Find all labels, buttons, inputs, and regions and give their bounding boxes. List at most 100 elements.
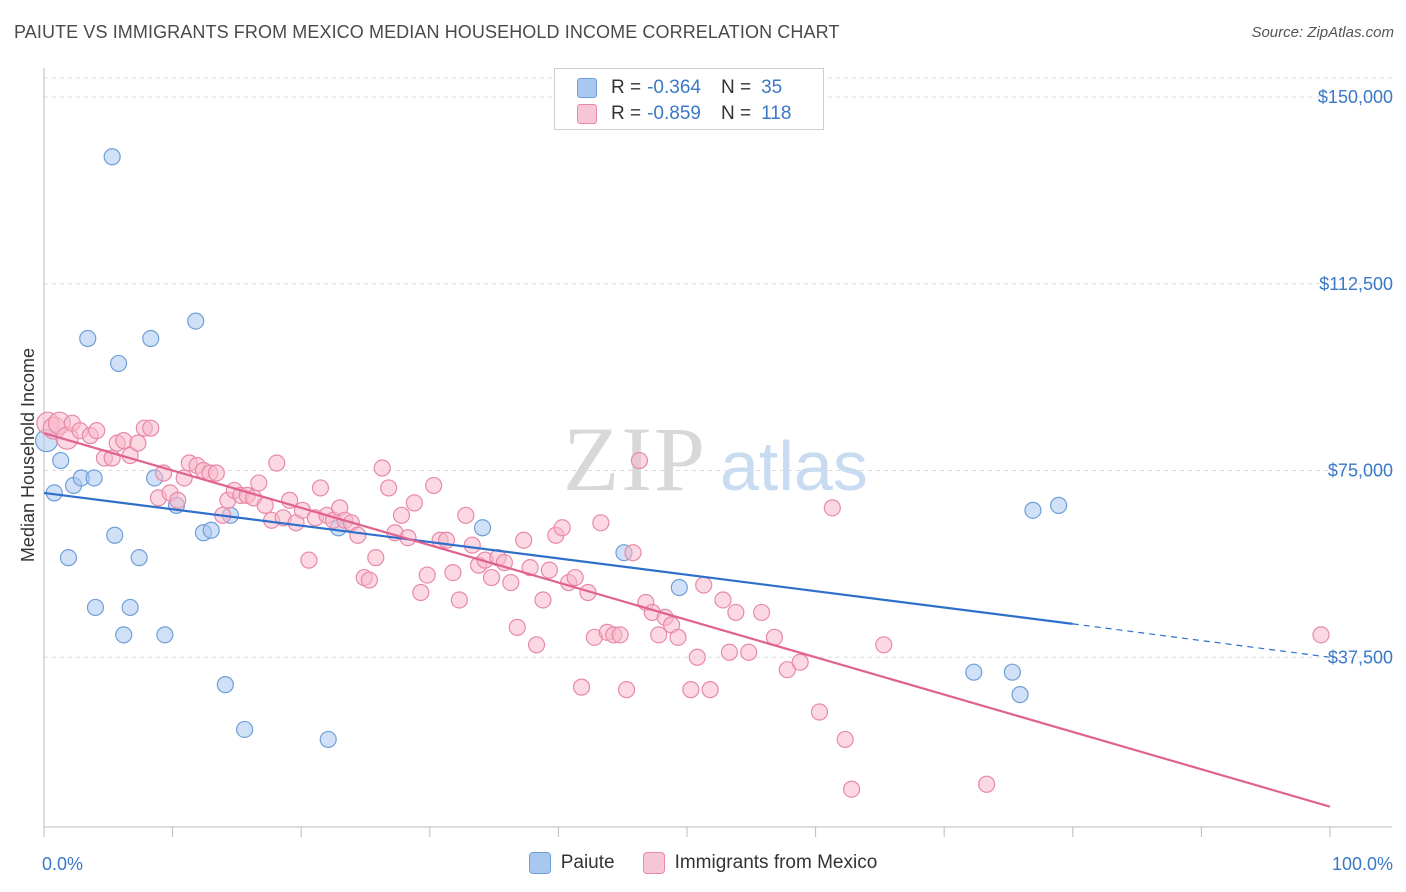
point-mexico	[650, 626, 668, 644]
grid-lines	[44, 77, 1392, 658]
trend-line-paiute	[43, 491, 1073, 625]
point-mexico	[373, 459, 391, 477]
point-paiute	[670, 578, 688, 597]
legend-r-value: -0.364	[647, 77, 701, 98]
source-label: Source: ZipAtlas.com	[1251, 24, 1394, 41]
point-mexico	[367, 549, 385, 567]
point-mexico	[207, 464, 225, 482]
axis-labels: $37,500 $75,000 $112,500 $150,000 0.0% 100.0%…	[18, 87, 1393, 874]
legend-row-mexico: R = -0.859 N = 118	[577, 103, 791, 125]
point-mexico	[617, 681, 636, 699]
point-mexico	[444, 563, 462, 582]
point-paiute	[130, 549, 148, 567]
legend-swatch-paiute	[528, 852, 551, 874]
point-mexico	[714, 591, 732, 609]
point-mexico	[778, 661, 796, 679]
point-paiute	[1011, 685, 1029, 704]
legend-label-paiute: Paiute	[560, 852, 615, 873]
point-mexico	[566, 568, 584, 587]
x-tick-label: 100.0%	[1332, 854, 1393, 874]
legend-swatch-mexico	[642, 852, 665, 874]
point-mexico	[412, 583, 430, 602]
point-mexico	[380, 479, 398, 497]
legend-row-paiute: R = -0.364 N = 35	[577, 77, 782, 99]
watermark: ZIP atlas	[563, 408, 868, 510]
point-paiute	[59, 549, 78, 567]
trend-lines	[43, 432, 1331, 808]
point-mexico	[875, 636, 893, 654]
point-paiute	[1050, 496, 1068, 514]
legend-r-value: -0.859	[647, 103, 701, 124]
point-mexico	[250, 474, 268, 492]
point-paiute	[52, 451, 70, 470]
point-mexico	[572, 678, 591, 696]
point-mexico	[553, 519, 571, 537]
point-paiute	[109, 354, 128, 373]
point-mexico	[508, 618, 526, 636]
point-mexico	[311, 479, 330, 497]
trend-line-paiute-extension	[1072, 623, 1331, 658]
point-mexico	[463, 536, 481, 554]
point-paiute	[216, 676, 234, 694]
point-mexico	[534, 591, 552, 609]
point-mexico	[418, 566, 436, 584]
point-paiute	[202, 521, 220, 539]
y-tick-label: $37,500	[1328, 647, 1393, 667]
legend-n-value: 35	[761, 77, 783, 98]
legend-item-paiute[interactable]: Paiute	[528, 852, 615, 874]
point-mexico	[720, 643, 739, 661]
point-mexico	[268, 454, 286, 472]
legend-n-value: 118	[761, 103, 792, 124]
point-mexico	[701, 681, 719, 699]
point-paiute	[106, 526, 124, 544]
point-mexico	[682, 681, 700, 699]
point-mexico	[457, 506, 475, 524]
point-mexico	[142, 419, 160, 437]
point-mexico	[752, 603, 771, 622]
point-mexico	[425, 476, 443, 495]
point-mexico	[843, 780, 861, 798]
point-mexico	[502, 573, 520, 592]
legend-label-mexico: Immigrants from Mexico	[674, 852, 878, 873]
point-mexico	[300, 551, 318, 569]
point-paiute	[319, 730, 337, 749]
legend-n-label: N =	[720, 103, 752, 124]
chart-title: PAIUTE VS IMMIGRANTS FROM MEXICO MEDIAN …	[14, 22, 840, 42]
point-mexico	[1312, 626, 1330, 644]
trend-line-mexico	[43, 432, 1331, 808]
y-tick-label: $75,000	[1328, 461, 1393, 481]
point-paiute	[115, 626, 133, 644]
point-paiute	[103, 148, 121, 166]
point-mexico	[592, 514, 610, 532]
point-paiute	[156, 626, 174, 644]
legend-item-mexico[interactable]: Immigrants from Mexico	[642, 852, 878, 874]
y-tick-label: $112,500	[1319, 274, 1393, 294]
point-mexico	[527, 636, 546, 654]
point-mexico	[978, 775, 996, 793]
point-mexico	[88, 422, 106, 440]
point-mexico	[695, 576, 713, 594]
point-paiute	[1003, 663, 1021, 681]
point-mexico	[540, 561, 558, 579]
legend-r-label: R =	[611, 77, 642, 98]
point-mexico	[823, 499, 841, 517]
point-mexico	[630, 451, 649, 470]
point-mexico	[669, 628, 687, 646]
point-paiute	[86, 598, 105, 617]
point-mexico	[836, 730, 854, 749]
point-paiute	[121, 598, 139, 617]
y-tick-label: $150,000	[1318, 87, 1393, 107]
point-paiute	[187, 312, 205, 330]
series-legend: Paiute Immigrants from Mexico	[0, 852, 1406, 874]
legend-swatch-paiute	[577, 78, 597, 98]
point-mexico	[392, 506, 411, 524]
point-paiute	[965, 663, 983, 681]
point-mexico	[611, 626, 629, 644]
point-paiute	[473, 519, 492, 537]
point-mexico	[740, 643, 758, 661]
legend-r-label: R =	[611, 103, 642, 124]
legend-n-label: N =	[720, 77, 752, 98]
point-paiute	[142, 329, 160, 348]
point-mexico	[450, 591, 468, 609]
